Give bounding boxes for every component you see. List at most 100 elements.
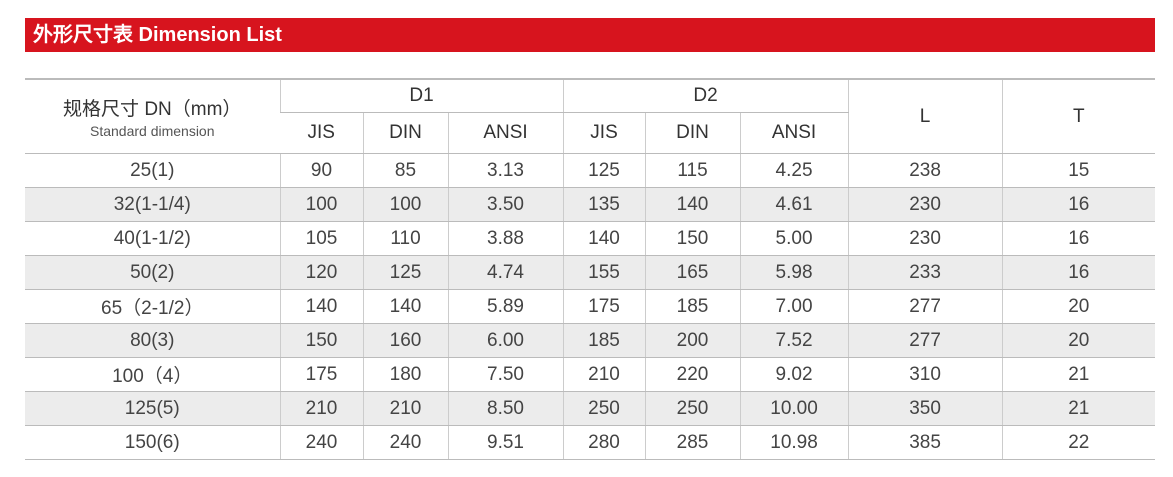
value-cell: 140 <box>644 187 741 222</box>
value-cell: 220 <box>644 357 741 392</box>
value-cell: 8.50 <box>447 391 564 426</box>
sub-header: ANSI <box>447 112 564 154</box>
value-cell: 240 <box>279 425 363 460</box>
value-cell: 180 <box>362 357 448 392</box>
value-cell: 175 <box>562 289 646 324</box>
value-cell: 20 <box>1001 323 1156 358</box>
size-cell: 150(6) <box>25 425 280 460</box>
value-cell: 150 <box>644 221 741 256</box>
value-cell: 165 <box>644 255 741 290</box>
sub-header: DIN <box>362 112 448 154</box>
size-cell: 32(1-1/4) <box>25 187 280 222</box>
value-cell: 5.89 <box>447 289 564 324</box>
value-cell: 9.02 <box>739 357 849 392</box>
value-cell: 250 <box>644 391 741 426</box>
value-cell: 238 <box>847 153 1003 188</box>
value-cell: 140 <box>362 289 448 324</box>
value-cell: 310 <box>847 357 1003 392</box>
value-cell: 4.74 <box>447 255 564 290</box>
value-cell: 100 <box>362 187 448 222</box>
value-cell: 160 <box>362 323 448 358</box>
table-row: 80(3) 150 160 6.00 185 200 7.52 277 20 <box>25 323 1156 358</box>
value-cell: 210 <box>362 391 448 426</box>
value-cell: 175 <box>279 357 363 392</box>
value-cell: 210 <box>279 391 363 426</box>
value-cell: 16 <box>1001 255 1156 290</box>
value-cell: 280 <box>562 425 646 460</box>
value-cell: 120 <box>279 255 363 290</box>
size-cell: 80(3) <box>25 323 280 358</box>
value-cell: 10.00 <box>739 391 849 426</box>
value-cell: 140 <box>279 289 363 324</box>
value-cell: 385 <box>847 425 1003 460</box>
value-cell: 7.50 <box>447 357 564 392</box>
value-cell: 125 <box>362 255 448 290</box>
value-cell: 100 <box>279 187 363 222</box>
table-row: 100（4） 175 180 7.50 210 220 9.02 310 21 <box>25 357 1156 392</box>
value-cell: 5.00 <box>739 221 849 256</box>
value-cell: 140 <box>562 221 646 256</box>
sub-header: JIS <box>280 112 363 154</box>
value-cell: 10.98 <box>739 425 849 460</box>
section-title: 外形尺寸表 Dimension List <box>25 18 1155 52</box>
value-cell: 90 <box>279 153 363 188</box>
value-cell: 240 <box>362 425 448 460</box>
value-cell: 20 <box>1001 289 1156 324</box>
value-cell: 185 <box>562 323 646 358</box>
sub-header: JIS <box>562 112 646 154</box>
value-cell: 277 <box>847 323 1003 358</box>
table-header: 规格尺寸 DN（mm） Standard dimension D1 D2 L T… <box>25 78 1156 154</box>
header-row: JIS DIN ANSI JIS DIN ANSI <box>25 112 1155 154</box>
size-cell: 125(5) <box>25 391 280 426</box>
header-row: 规格尺寸 DN（mm） Standard dimension D1 D2 L T <box>25 78 1156 154</box>
value-cell: 250 <box>562 391 646 426</box>
group-header: D2 <box>562 78 849 113</box>
group-header: D1 <box>279 78 564 113</box>
value-cell: 150 <box>279 323 363 358</box>
value-cell: 21 <box>1001 357 1156 392</box>
table-body: 25(1) 90 85 3.13 125 115 4.25 238 15 32(1-1/4) 100… <box>25 153 1156 460</box>
size-cell: 100（4） <box>25 357 280 392</box>
size-cell: 25(1) <box>25 153 280 188</box>
dimension-table: 规格尺寸 DN（mm） Standard dimension D1 D2 L T… <box>25 78 1156 460</box>
sub-header: ANSI <box>739 112 849 154</box>
value-cell: 230 <box>847 187 1003 222</box>
value-cell: 6.00 <box>447 323 564 358</box>
value-cell: 22 <box>1001 425 1156 460</box>
value-cell: 277 <box>847 289 1003 324</box>
value-cell: 200 <box>644 323 741 358</box>
value-cell: 155 <box>562 255 646 290</box>
value-cell: 110 <box>362 221 448 256</box>
sub-header: DIN <box>644 112 741 154</box>
group-header: T <box>1001 78 1156 154</box>
value-cell: 5.98 <box>739 255 849 290</box>
dn-label: 规格尺寸 DN（mm） <box>63 99 242 120</box>
value-cell: 7.52 <box>739 323 849 358</box>
value-cell: 115 <box>644 153 741 188</box>
value-cell: 16 <box>1001 187 1156 222</box>
value-cell: 15 <box>1001 153 1156 188</box>
table-row: 150(6) 240 240 9.51 280 285 10.98 385 22 <box>25 425 1156 460</box>
size-cell: 65（2-1/2） <box>25 289 280 324</box>
value-cell: 230 <box>847 221 1003 256</box>
size-cell: 50(2) <box>25 255 280 290</box>
value-cell: 285 <box>644 425 741 460</box>
table-row: 65（2-1/2） 140 140 5.89 175 185 7.00 277 20 <box>25 289 1156 324</box>
table-row: 25(1) 90 85 3.13 125 115 4.25 238 15 <box>25 153 1156 188</box>
table-row: 32(1-1/4) 100 100 3.50 135 140 4.61 230 16 <box>25 187 1156 222</box>
table-row: 125(5) 210 210 8.50 250 250 10.00 350 21 <box>25 391 1156 426</box>
table-row: 40(1-1/2) 105 110 3.88 140 150 5.00 230 16 <box>25 221 1156 256</box>
value-cell: 185 <box>644 289 741 324</box>
group-header: L <box>847 78 1003 154</box>
value-cell: 3.50 <box>447 187 564 222</box>
value-cell: 9.51 <box>447 425 564 460</box>
value-cell: 350 <box>847 391 1003 426</box>
value-cell: 135 <box>562 187 646 222</box>
value-cell: 210 <box>562 357 646 392</box>
size-cell: 40(1-1/2) <box>25 221 280 256</box>
dn-sublabel: Standard dimension <box>89 123 215 139</box>
value-cell: 233 <box>847 255 1003 290</box>
value-cell: 3.88 <box>447 221 564 256</box>
dn-header: 规格尺寸 DN（mm） Standard dimension <box>25 78 280 154</box>
